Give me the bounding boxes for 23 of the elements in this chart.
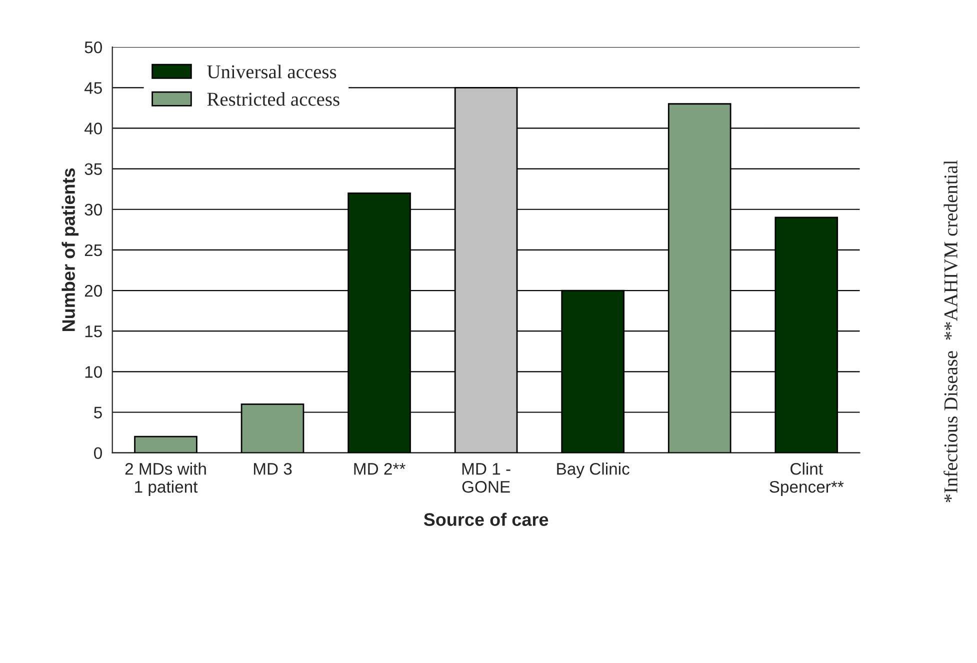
y-tick-label: 35: [84, 163, 102, 176]
y-tick-label: 30: [84, 204, 102, 216]
text: *Infectious Disease **AAHIVM credential: [944, 160, 958, 502]
y-axis-title: Number of patients: [62, 168, 79, 331]
y-tick-label: 0: [94, 447, 102, 460]
legend-label: Universal access: [207, 64, 336, 78]
y-tick-label: 15: [85, 326, 102, 338]
y-tick-label: 40: [84, 122, 102, 134]
y-tick-label: 50: [84, 41, 102, 54]
x-tick-label: 2 MDs with 1 patient: [125, 462, 206, 496]
x-tick-label: MD 1 - GONE: [462, 463, 510, 493]
y-tick-label: 45: [84, 82, 102, 94]
y-tick-label: 10: [85, 366, 102, 378]
x-tick-label: MD 3: [254, 462, 292, 475]
x-tick-label: Bay Clinic: [557, 462, 630, 478]
bar: [134, 436, 198, 453]
y-tick-label: 5: [94, 406, 102, 418]
x-tick-label: Clint Spencer**: [770, 462, 844, 496]
legend-label: Restricted access: [207, 92, 340, 106]
x-tick-label: MD 2**: [354, 462, 406, 475]
y-tick-label: 25: [84, 244, 102, 256]
y-tick-label: 20: [84, 284, 102, 297]
x-axis-title: Source of care: [424, 512, 548, 526]
